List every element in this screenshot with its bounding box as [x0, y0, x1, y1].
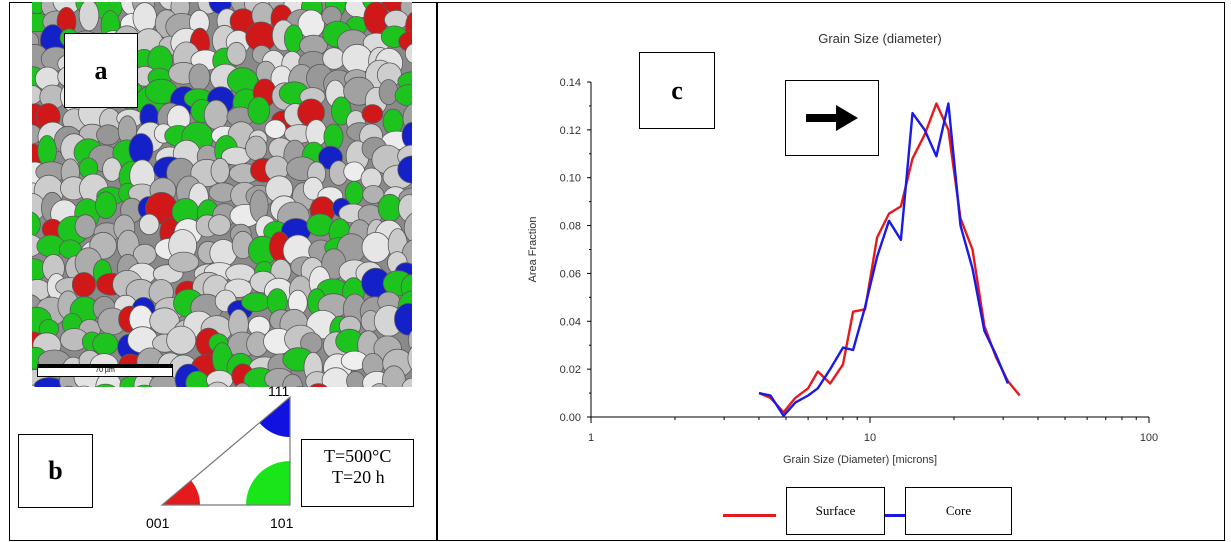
micrograph-grain — [136, 384, 153, 387]
ipf-triangle-outline — [160, 395, 291, 506]
condition-temperature: T=500°C — [324, 446, 392, 466]
micrograph-grain — [401, 122, 412, 149]
micrograph-grain — [96, 124, 121, 146]
ipf-label-111: 111 — [268, 385, 289, 399]
y-tick-label: 0.12 — [560, 125, 581, 137]
y-tick-label: 0.06 — [560, 268, 581, 280]
arrow-box — [785, 80, 879, 156]
legend-surface-label: Surface — [815, 503, 856, 518]
legend-surface-line — [723, 514, 776, 517]
ipf-green-region — [246, 461, 290, 505]
x-tick-label: 1 — [588, 432, 594, 444]
y-axis-label: Area Fraction — [527, 216, 539, 282]
micrograph-grain — [382, 108, 404, 135]
grain-size-chart: Grain Size (diameter) 0.00 0.02 0.04 0.06 0.0… — [527, 31, 1158, 466]
micrograph-grain — [241, 292, 271, 312]
micrograph-grain — [404, 43, 412, 64]
micrograph-grain — [208, 214, 231, 236]
y-tick-label: 0.14 — [560, 77, 581, 89]
micrograph-grain — [64, 385, 74, 387]
micrograph-grain — [203, 99, 229, 130]
ipf-blue-region — [250, 397, 290, 437]
right-arrow-icon — [806, 105, 858, 131]
micrograph-grain — [247, 96, 271, 125]
micrograph-grain — [407, 346, 412, 370]
micrograph-grain — [235, 382, 250, 387]
micrograph-grain — [295, 386, 306, 387]
micrograph-grain — [95, 383, 116, 387]
legend-core-line — [885, 514, 905, 517]
ipf-label-101: 101 — [270, 515, 294, 531]
micrograph-grain — [407, 330, 412, 351]
micrograph-grain — [132, 2, 158, 34]
micrograph-grain — [207, 381, 229, 387]
series-surface-line — [758, 102, 1021, 414]
ipf-triangle-legend: 111 001 101 — [146, 385, 294, 531]
micrograph-grain — [394, 303, 412, 336]
micrograph-grain — [361, 104, 384, 124]
micrograph-grain — [95, 191, 117, 220]
micrograph-grain — [264, 119, 287, 139]
micrograph-grain — [138, 213, 160, 236]
micrograph-grain — [92, 332, 119, 356]
panel-b-label: b — [48, 456, 63, 485]
panel-label-a: a — [64, 33, 138, 108]
x-axis-label: Grain Size (Diameter) [microns] — [783, 454, 937, 466]
condition-time: T=20 h — [332, 467, 385, 487]
micrograph-grain — [71, 272, 96, 298]
legend-core-label: Core — [945, 503, 972, 518]
y-tick-label: 0.00 — [560, 412, 581, 424]
legend-core: Core — [905, 487, 1012, 535]
micrograph-grain — [188, 63, 211, 91]
micrograph-grain — [168, 251, 200, 273]
micrograph-grain — [78, 2, 100, 32]
y-tick-label: 0.08 — [560, 221, 581, 233]
panel-label-c: c — [639, 52, 715, 129]
y-tick-label: 0.02 — [560, 364, 581, 376]
micrograph-grain — [309, 383, 328, 387]
micrograph-grain — [361, 231, 391, 263]
micrograph-grain — [32, 211, 41, 238]
micrograph-grain — [245, 135, 268, 161]
scale-bar-text: 70 µm — [95, 367, 115, 374]
x-tick-label: 100 — [1140, 432, 1158, 444]
legend-surface: Surface — [786, 487, 885, 535]
chart-title: Grain Size (diameter) — [818, 31, 942, 46]
micrograph-grain — [78, 385, 90, 387]
micrograph-grain — [32, 384, 37, 387]
micrograph-grain — [371, 383, 388, 387]
y-tick-label: 0.10 — [560, 173, 581, 185]
micrograph-grain — [378, 79, 399, 106]
y-tick-label: 0.04 — [560, 316, 581, 328]
panel-c-label: c — [671, 75, 683, 105]
conditions-box: T=500°C T=20 h — [301, 439, 414, 507]
panel-a-label: a — [94, 55, 108, 85]
series-core-line — [758, 102, 1010, 417]
micrograph-grain — [226, 41, 247, 66]
micrograph-grain — [331, 96, 352, 126]
micrograph-grain — [323, 123, 344, 151]
micrograph-grain — [403, 212, 412, 243]
panel-label-b: b — [18, 434, 93, 508]
micrograph-grain — [346, 371, 366, 387]
micrograph-grain — [377, 193, 402, 223]
micrograph-grain — [74, 214, 97, 239]
micrograph-grain — [166, 325, 197, 355]
micrograph-grain — [210, 157, 230, 184]
x-tick-label: 10 — [864, 432, 876, 444]
ipf-label-001: 001 — [146, 515, 170, 531]
micrograph-grain — [401, 377, 412, 387]
micrograph-grain — [102, 157, 122, 182]
scale-bar: 70 µm — [37, 364, 173, 377]
